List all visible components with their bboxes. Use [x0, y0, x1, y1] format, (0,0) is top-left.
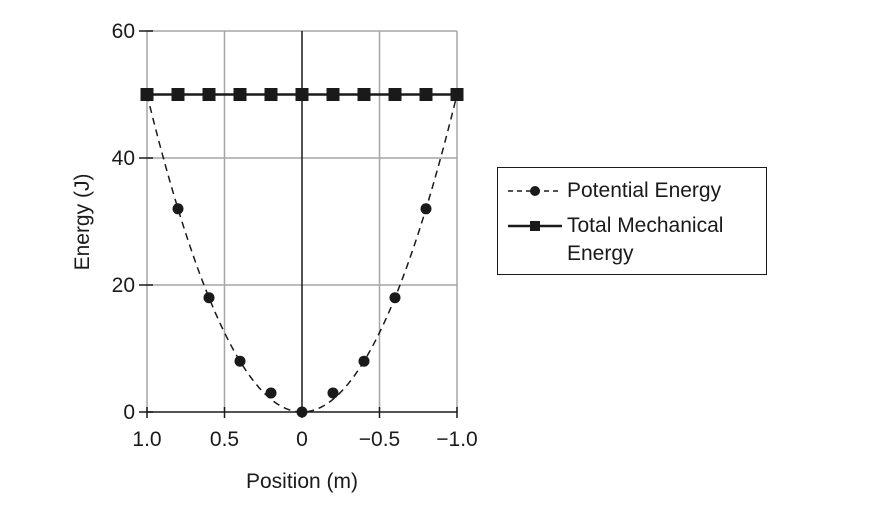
pe-data-point	[358, 355, 370, 367]
chart-legend: Potential Energy Total Mechanical Energy	[497, 167, 767, 275]
y-tick-label: 20	[112, 274, 135, 297]
tick-labels: 1.0 0.5 0 −0.5 −1.0 0 20 40 60	[112, 20, 478, 451]
y-axis-title: Energy (J)	[71, 174, 94, 271]
tme-data-point	[140, 88, 154, 101]
tme-data-point	[326, 88, 340, 101]
solid-square-marker-icon	[508, 221, 562, 231]
tme-data-point	[388, 88, 402, 101]
tme-data-point	[419, 88, 433, 101]
x-tick-label: −1.0	[436, 428, 477, 451]
dashed-circle-marker-icon	[508, 186, 562, 196]
pe-data-point	[296, 406, 308, 418]
tme-data-point	[171, 88, 185, 101]
pe-data-point	[420, 203, 432, 215]
legend-label: Potential Energy	[567, 179, 722, 202]
x-tick-label: −0.5	[359, 428, 400, 451]
x-axis-title: Position (m)	[246, 470, 358, 493]
legend-label-line2: Energy	[567, 242, 634, 265]
tme-data-point	[264, 88, 278, 101]
potential-energy-series	[146, 94, 458, 418]
tme-data-point	[357, 88, 371, 101]
x-tick-label: 0	[296, 428, 308, 451]
pe-data-point	[265, 387, 277, 399]
legend-label: Total Mechanical	[567, 214, 724, 237]
pe-data-point	[234, 355, 246, 367]
legend-item-total-mechanical-energy: Total Mechanical Energy	[498, 213, 766, 265]
pe-data-point	[172, 203, 184, 215]
y-tick-label: 60	[112, 20, 135, 43]
y-tick-label: 0	[123, 401, 135, 424]
tme-data-point	[233, 88, 247, 101]
pe-data-point	[327, 387, 339, 399]
pe-data-point	[203, 292, 215, 304]
total-mechanical-energy-series	[140, 88, 464, 101]
tme-data-point	[450, 88, 464, 101]
pe-data-point	[389, 292, 401, 304]
x-tick-label: 0.5	[210, 428, 239, 451]
x-tick-label: 1.0	[132, 428, 161, 451]
y-tick-label: 40	[112, 147, 135, 170]
tme-data-point	[295, 88, 309, 101]
legend-item-potential-energy: Potential Energy	[498, 178, 766, 204]
tme-data-point	[202, 88, 216, 101]
